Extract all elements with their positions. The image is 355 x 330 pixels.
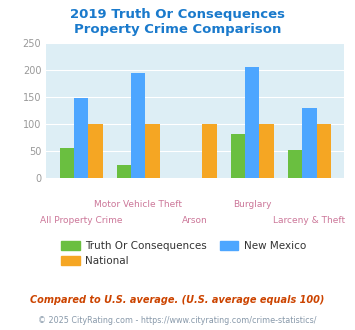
- Bar: [260, 123, 274, 178]
- Bar: [88, 123, 103, 178]
- Bar: [117, 165, 131, 178]
- Text: Motor Vehicle Theft: Motor Vehicle Theft: [94, 200, 182, 209]
- Bar: [74, 98, 88, 178]
- Bar: [145, 123, 160, 178]
- Text: Arson: Arson: [182, 216, 208, 225]
- Legend: Truth Or Consequences, National, New Mexico: Truth Or Consequences, National, New Mex…: [57, 236, 310, 270]
- Text: 2019 Truth Or Consequences: 2019 Truth Or Consequences: [70, 8, 285, 21]
- Text: Compared to U.S. average. (U.S. average equals 100): Compared to U.S. average. (U.S. average …: [30, 295, 325, 305]
- Bar: [131, 73, 145, 178]
- Bar: [317, 123, 331, 178]
- Text: © 2025 CityRating.com - https://www.cityrating.com/crime-statistics/: © 2025 CityRating.com - https://www.city…: [38, 316, 317, 325]
- Text: Burglary: Burglary: [233, 200, 272, 209]
- Bar: [245, 67, 260, 178]
- Text: Larceny & Theft: Larceny & Theft: [273, 216, 345, 225]
- Bar: [231, 134, 245, 178]
- Bar: [302, 108, 317, 178]
- Bar: [202, 123, 217, 178]
- Text: Property Crime Comparison: Property Crime Comparison: [74, 23, 281, 36]
- Text: All Property Crime: All Property Crime: [40, 216, 122, 225]
- Bar: [288, 149, 302, 178]
- Bar: [60, 148, 74, 178]
